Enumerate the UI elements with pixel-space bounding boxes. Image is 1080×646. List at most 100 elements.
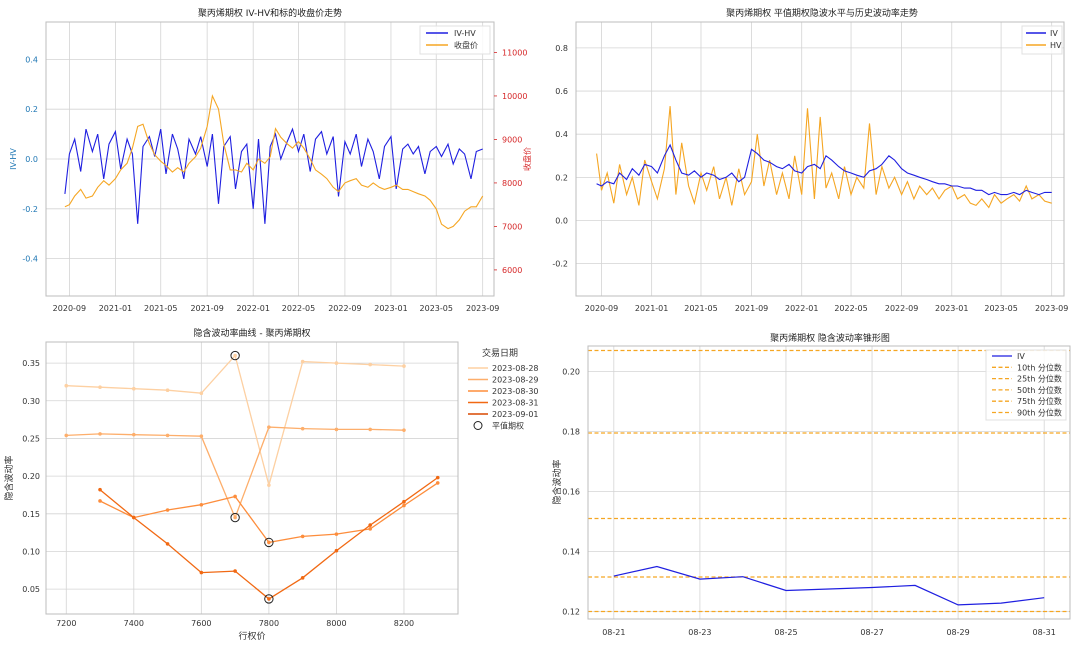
p3-smile-point xyxy=(64,433,69,438)
p2-xtick-label: 2022-05 xyxy=(834,304,867,313)
p3-smile-point xyxy=(402,499,406,504)
p3-smile-point xyxy=(165,542,170,546)
p4-iv-line xyxy=(613,565,1045,606)
p1-legend-label: IV-HV xyxy=(454,29,476,38)
p2-legend-label: HV xyxy=(1050,41,1062,50)
p1-y2tick-label: 6000 xyxy=(502,266,522,275)
p2-xtick-label: 2023-09 xyxy=(1035,304,1068,313)
p2-xtick-label: 2020-09 xyxy=(585,304,618,313)
p2-xtick-label: 2023-05 xyxy=(984,304,1017,313)
p2-xtick-label: 2021-05 xyxy=(684,304,717,313)
p4-ytick-label: 0.14 xyxy=(562,548,580,557)
p3-xtick-label: 7200 xyxy=(56,619,76,628)
p4-xtick-label: 08-21 xyxy=(602,628,625,637)
p3-smile-point xyxy=(132,515,136,520)
p3-smile-point xyxy=(402,428,406,432)
p3-smile-point xyxy=(402,503,406,508)
panel-4-ylabel: 隐含波动率 xyxy=(551,459,563,504)
p2-legend-label: IV xyxy=(1050,29,1058,38)
panel-1-ylabel: IV-HV xyxy=(9,148,18,170)
p3-ytick-label: 0.10 xyxy=(22,547,40,556)
p3-smile-point xyxy=(132,386,136,391)
panel-1-title: 聚丙烯期权 IV-HV和标的收盘价走势 xyxy=(198,7,342,19)
p3-legend-label: 2023-08-31 xyxy=(492,399,539,408)
p4-legend-label: 10th 分位数 xyxy=(1017,362,1062,372)
p2-ytick-label: 0.6 xyxy=(555,87,568,96)
p1-xtick-label: 2022-01 xyxy=(236,304,269,313)
p4-legend-label: 50th 分位数 xyxy=(1017,385,1062,395)
p3-legend-atm-label: 平值期权 xyxy=(492,421,524,431)
p2-series-line-iv xyxy=(596,143,1052,196)
p2-legend-box xyxy=(1021,25,1063,55)
p1-xtick-label: 2020-09 xyxy=(53,304,86,313)
p3-smile-point xyxy=(334,532,339,536)
panel-2-title: 聚丙烯期权 平值期权隐波水平与历史波动率走势 xyxy=(726,7,918,19)
p3-smile-point xyxy=(233,569,237,573)
p3-legend-atm-marker xyxy=(473,421,483,430)
p3-smile-point xyxy=(199,570,204,575)
p4-legend-label: IV xyxy=(1017,352,1025,361)
panel-3-ylabel: 隐含波动率 xyxy=(3,455,15,500)
p4-xtick-label: 08-29 xyxy=(946,628,969,637)
p1-xtick-label: 2023-01 xyxy=(374,304,407,313)
p3-smile-point xyxy=(300,426,305,431)
p4-xtick-label: 08-27 xyxy=(860,628,883,637)
panel-2-frame xyxy=(575,21,1065,297)
p2-ytick-label: 0.0 xyxy=(555,216,568,225)
p3-atm-marker xyxy=(230,512,240,523)
p2-ytick-label: 0.8 xyxy=(555,44,568,53)
panel-1-y2label: 收盘价 xyxy=(522,147,532,171)
p3-xtick-label: 8000 xyxy=(326,619,346,628)
panel-3-title: 隐含波动率曲线 - 聚丙烯期权 xyxy=(194,327,311,339)
p3-smile-point xyxy=(334,548,339,553)
p1-xtick-label: 2021-05 xyxy=(144,304,177,313)
p3-smile-point xyxy=(368,523,372,527)
p3-ytick-label: 0.30 xyxy=(22,397,40,406)
p1-xtick-label: 2023-05 xyxy=(420,304,453,313)
p1-series-line-ivhv xyxy=(64,127,483,224)
p1-y2tick-label: 9000 xyxy=(502,135,522,144)
p2-ytick-label: -0.2 xyxy=(552,260,568,269)
p4-ytick-label: 0.20 xyxy=(562,368,580,377)
p1-ytick-label: -0.4 xyxy=(22,255,38,264)
p2-xtick-label: 2021-09 xyxy=(735,304,768,313)
p2-xtick-label: 2023-01 xyxy=(935,304,968,313)
p3-legend-label: 2023-08-28 xyxy=(492,364,539,373)
p1-series-line-close xyxy=(64,94,484,230)
p1-xtick-label: 2021-01 xyxy=(99,304,132,313)
p3-xtick-label: 7600 xyxy=(191,619,211,628)
p3-smile-point xyxy=(64,383,69,388)
p1-ytick-label: 0.2 xyxy=(25,105,38,114)
panel-ivhv-close: 聚丙烯期权 IV-HV和标的收盘价走势 2020-09 2021-01 2021-0… xyxy=(9,7,532,313)
panel-1-frame xyxy=(45,21,495,297)
panel-smile: 隐含波动率曲线 - 聚丙烯期权 7200 7400 7600 7800 8000 8200… xyxy=(3,327,539,642)
p4-xtick-label: 08-25 xyxy=(774,628,797,637)
p3-atm-marker xyxy=(264,537,274,548)
p4-ytick-label: 0.12 xyxy=(562,608,580,617)
p4-xtick-label: 08-23 xyxy=(688,628,711,637)
p3-smile-point xyxy=(165,433,170,438)
p3-smile-point xyxy=(199,502,204,507)
p3-smile-point xyxy=(98,432,102,436)
p2-xtick-label: 2022-09 xyxy=(885,304,918,313)
p3-smile-point xyxy=(267,483,271,487)
p4-xtick-label: 08-31 xyxy=(1033,628,1056,637)
p2-xtick-label: 2022-01 xyxy=(785,304,818,313)
p3-ytick-label: 0.35 xyxy=(22,359,40,368)
panel-3-xlabel: 行权价 xyxy=(238,630,265,642)
p1-legend-box xyxy=(419,25,491,55)
p3-smile-point xyxy=(300,576,305,580)
p3-legend-title: 交易日期 xyxy=(482,347,518,359)
p3-smile-point xyxy=(267,540,271,545)
p1-xtick-label: 2023-09 xyxy=(466,304,499,313)
panel-4-title: 聚丙烯期权 隐含波动率锥形图 xyxy=(770,332,890,344)
p3-smile-point xyxy=(199,391,204,396)
p2-ytick-label: 0.4 xyxy=(555,130,568,139)
p3-smile-point xyxy=(199,434,204,438)
p3-xtick-label: 8200 xyxy=(394,619,414,628)
p2-ytick-label: 0.2 xyxy=(555,173,568,182)
panel-cone: 聚丙烯期权 隐含波动率锥形图 08-21 08-23 08-25 08-27 08-29… xyxy=(551,332,1071,637)
p4-ytick-label: 0.16 xyxy=(562,488,580,497)
p3-smile-point xyxy=(267,425,271,429)
p2-xtick-label: 2021-01 xyxy=(635,304,668,313)
